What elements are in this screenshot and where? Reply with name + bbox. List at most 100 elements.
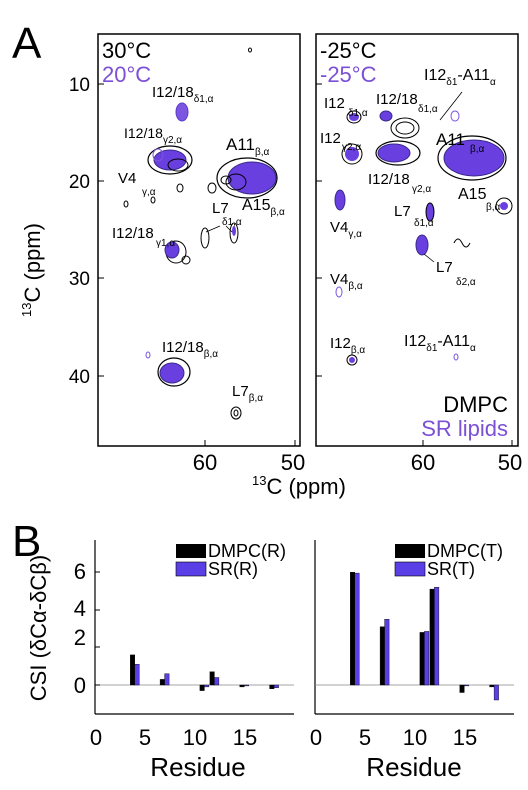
right-spectrum-labels: I12δ1-A11α I12 δ1,α I12/18 δ1,α I12 γ2,α… — [320, 67, 501, 356]
legend-label: SR(T) — [427, 559, 475, 579]
panel-b-x-tick-label: 10 — [403, 725, 427, 750]
panel-b-x-tick-label: 10 — [183, 725, 207, 750]
peak-contour — [377, 143, 411, 163]
peak-contour — [334, 189, 346, 211]
csi-bar — [269, 684, 275, 689]
panel-b-y-tick-label: 6 — [74, 559, 86, 584]
peak-label: I12 — [324, 95, 345, 112]
peak-label: A11β,α — [226, 135, 270, 158]
panel-a-x-axis-title-sup: 13 — [252, 473, 266, 488]
panel-b-left-x-axis-title: Residue — [150, 752, 245, 782]
lipid-legend-dmpc: DMPC — [443, 392, 508, 417]
legend-swatch-sr-r — [175, 561, 207, 577]
csi-bar — [464, 684, 469, 687]
peak-label-sub: δ1,α — [418, 104, 438, 115]
peak-label: I12δ1-A11α — [404, 333, 476, 354]
panel-a-x-tick-label: 50 — [498, 450, 522, 475]
peak-contour — [233, 409, 239, 417]
peak-contour — [167, 158, 189, 172]
legend-label: DMPC(R) — [208, 541, 286, 561]
peak-contour — [229, 222, 239, 244]
peak-contour — [341, 143, 363, 165]
left-spectrum-peaks — [123, 47, 278, 420]
peak-contour — [415, 234, 429, 256]
legend-swatch-sr-t — [394, 561, 426, 577]
csi-bar — [379, 626, 385, 686]
csi-bar — [134, 664, 140, 686]
csi-bar — [493, 684, 499, 701]
peak-contour — [176, 183, 184, 193]
left-spectrum-labels: I12/18δ1,α I12/18γ2,α A11β,α V4 γ,α A15β… — [112, 84, 285, 404]
peak-contour — [123, 200, 129, 208]
panel-a-y-tick-label: 40 — [69, 367, 90, 388]
peak-label-sub: δ1,α — [348, 108, 368, 119]
peak-contour — [379, 110, 393, 122]
peak-contour — [450, 110, 460, 122]
panel-a-x-tick-label: 60 — [411, 450, 435, 475]
peak-contour — [216, 157, 278, 199]
peak-label: L7 — [394, 203, 411, 220]
panel-a-x-axis-title: 13C (ppm) — [252, 473, 346, 499]
panel-b-y-ticks: 0 2 4 6 — [74, 559, 100, 698]
panel-b-x-ticks: 0 5 10 15 0 5 10 15 — [90, 725, 477, 750]
panel-b-y-tick-label: 2 — [74, 625, 86, 650]
csi-bar — [459, 684, 465, 693]
peak-contour — [227, 161, 277, 195]
peak-contour — [349, 357, 355, 363]
peak-contour — [200, 227, 210, 249]
right-legend-dmpc-temp: -25°C — [320, 38, 377, 63]
panel-b-left-bars — [130, 654, 279, 691]
peak-label: I12/18 — [112, 225, 154, 242]
peak-label: L7 — [212, 200, 229, 217]
csi-bar — [429, 588, 435, 686]
panel-a-y-tick-label: 10 — [69, 75, 90, 96]
panel-b-x-tick-label: 15 — [453, 725, 477, 750]
panel-b-x-tick-label: 0 — [90, 725, 102, 750]
panel-b-x-tick-label: 5 — [359, 725, 371, 750]
right-legend-sr-temp: -25°C — [320, 62, 377, 87]
panel-a-x-axis-title-base: C (ppm) — [266, 474, 345, 499]
peak-label-sub: β,α — [486, 202, 501, 213]
csi-bar — [204, 684, 210, 688]
csi-bar — [239, 684, 245, 688]
csi-bar — [199, 684, 205, 691]
panel-b-x-tick-label: 5 — [139, 725, 151, 750]
peak-contour — [453, 353, 459, 361]
peak-label: V4 — [118, 170, 136, 187]
panel-a-y-ticks: 10 20 30 40 — [69, 75, 322, 388]
panel-b-x-tick-label: 15 — [233, 725, 257, 750]
legend-label: SR(R) — [208, 559, 258, 579]
peak-contour — [495, 197, 513, 215]
peak-contour — [346, 110, 362, 124]
csi-bar — [159, 679, 165, 686]
lipid-legend-sr: SR lipids — [421, 416, 508, 441]
peak-contour — [207, 182, 217, 194]
peak-label: I12/18δ1,α — [152, 84, 214, 105]
panel-a-y-axis-title: 13C (ppm) — [19, 223, 45, 317]
panel-a-y-tick-label: 30 — [69, 269, 90, 290]
peak-label: A15 — [458, 186, 487, 203]
peak-contour — [164, 241, 180, 259]
peak-label: I12/18 — [368, 171, 410, 188]
peak-contour — [181, 255, 191, 265]
peak-contour — [437, 135, 507, 181]
csi-bar — [214, 677, 220, 686]
peak-label: I12δ1-A11α — [424, 67, 496, 88]
panel-b-y-tick-label: 0 — [74, 673, 86, 698]
panel-a-right-frame — [315, 33, 519, 447]
csi-bar — [209, 671, 215, 686]
peak-label: I12/18β,α — [162, 339, 218, 360]
peak-label-sub: δ2,α — [456, 277, 476, 288]
panel-a-letter: A — [12, 19, 42, 68]
peak-label-sub: β,α — [470, 144, 485, 155]
peak-label: I12/18γ2,α — [124, 125, 182, 146]
peak-contour — [349, 113, 359, 121]
csi-bar — [419, 632, 425, 686]
peak-label: I12/18 — [376, 91, 418, 108]
peak-contour — [150, 196, 156, 204]
legend-swatch-dmpc-t — [395, 544, 425, 558]
peak-contour — [248, 47, 252, 53]
peak-contour — [157, 357, 191, 387]
left-legend-sr-temp: 20°C — [102, 62, 151, 87]
csi-bar — [384, 619, 390, 686]
